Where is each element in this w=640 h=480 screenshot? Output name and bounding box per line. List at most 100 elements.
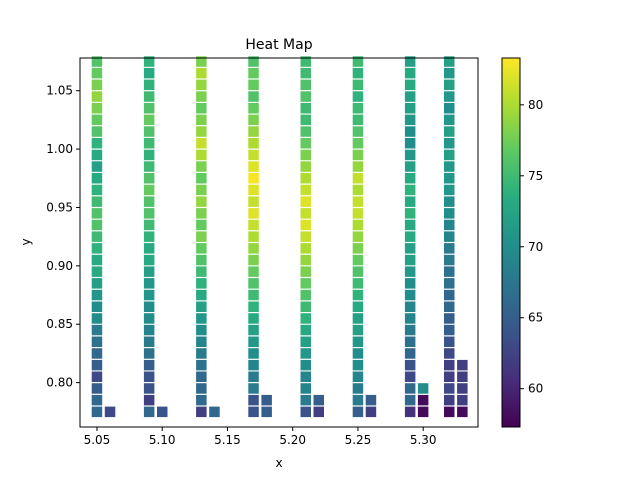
heatmap-cell-main-5-21 [352, 161, 364, 172]
heatmap-cell-side-7-2 [457, 383, 468, 394]
heatmap-cell-main-0-28 [91, 79, 103, 91]
heatmap-cell-main-6-3 [404, 371, 416, 382]
heatmap-cell-main-1-27 [143, 91, 155, 102]
heatmap-cell-main-0-27 [91, 91, 103, 102]
heatmap-cell-main-3-6 [248, 336, 259, 347]
heatmap-cell-main-1-10 [143, 289, 155, 301]
heatmap-cell-main-0-13 [91, 254, 103, 266]
heatmap-cell-main-4-0 [300, 406, 311, 418]
heatmap-cell-main-6-0 [404, 406, 416, 418]
x-tick-label-3: 5.20 [279, 433, 306, 447]
heatmap-cell-main-3-28 [248, 79, 259, 91]
x-tick-label-1: 5.10 [149, 433, 176, 447]
heatmap-cell-main-2-10 [196, 289, 207, 301]
heatmap-cell-side-5-0 [365, 406, 377, 418]
heatmap-cell-main-3-5 [248, 348, 259, 359]
heatmap-cell-main-6-27 [404, 91, 416, 102]
heatmap-cell-main-0-15 [91, 231, 103, 242]
heatmap-cell-main-4-15 [300, 231, 311, 242]
heatmap-cell-main-7-18 [444, 196, 455, 207]
heatmap-cell-main-1-24 [143, 126, 155, 137]
heatmap-cell-main-3-23 [248, 138, 259, 149]
heatmap-cell-main-5-9 [352, 301, 364, 312]
heatmap-cell-main-4-14 [300, 243, 311, 254]
heatmap-cell-main-0-29 [91, 67, 103, 79]
heatmap-cell-main-7-12 [444, 266, 455, 277]
heatmap-cell-main-7-7 [444, 324, 455, 336]
heatmap-cell-main-5-26 [352, 103, 364, 114]
heatmap-cell-main-6-10 [404, 289, 416, 301]
heatmap-cell-main-4-21 [300, 161, 311, 172]
heatmap-cell-main-2-3 [196, 371, 207, 382]
heatmap-cell-main-3-7 [248, 324, 259, 336]
heatmap-cell-main-3-13 [248, 254, 259, 266]
heatmap-cell-main-0-19 [91, 184, 103, 196]
x-tick-label-0: 5.05 [84, 433, 111, 447]
heatmap-cell-main-4-23 [300, 138, 311, 149]
heatmap-cell-main-3-18 [248, 196, 259, 207]
heatmap-cell-side-7-0 [457, 406, 468, 418]
heatmap-cell-side-7-1 [457, 394, 468, 406]
heatmap-cell-main-6-19 [404, 184, 416, 196]
heatmap-cell-main-6-5 [404, 348, 416, 359]
heatmap-cell-main-5-2 [352, 383, 364, 394]
heatmap-cell-main-2-5 [196, 348, 207, 359]
heatmap-cell-main-3-17 [248, 208, 259, 219]
heatmap-cell-main-1-26 [143, 103, 155, 114]
heatmap-cell-main-5-20 [352, 173, 364, 184]
heatmap-cell-main-5-3 [352, 371, 364, 382]
heatmap-cell-main-1-1 [143, 394, 155, 406]
colorbar-tick-label-2: 70 [528, 240, 543, 254]
heatmap-cell-main-7-29 [444, 67, 455, 79]
heatmap-cell-main-2-21 [196, 161, 207, 172]
heatmap-cell-main-2-19 [196, 184, 207, 196]
heatmap-cell-main-4-18 [300, 196, 311, 207]
x-tick-label-4: 5.25 [345, 433, 372, 447]
heatmap-cell-main-4-8 [300, 313, 311, 324]
heatmap-cell-main-1-16 [143, 219, 155, 231]
heatmap-cell-main-7-1 [444, 394, 455, 406]
heatmap-cell-main-7-20 [444, 173, 455, 184]
heatmap-cell-main-4-30 [300, 56, 311, 67]
heatmap-cell-main-0-30 [91, 56, 103, 67]
heatmap-cell-main-6-8 [404, 313, 416, 324]
heatmap-cell-main-4-24 [300, 126, 311, 137]
heatmap-cell-main-4-16 [300, 219, 311, 231]
heatmap-cell-main-7-23 [444, 138, 455, 149]
colorbar-tick-label-0: 60 [528, 382, 543, 396]
plot-frame [79, 57, 479, 428]
heatmap-cell-main-1-28 [143, 79, 155, 91]
heatmap-cell-main-5-29 [352, 67, 364, 79]
y-axis: 0.80 0.85 0.90 0.95 1.00 1.05 [46, 84, 80, 390]
heatmap-cell-main-7-30 [444, 56, 455, 67]
heatmap-cell-main-2-15 [196, 231, 207, 242]
heatmap-cell-main-4-3 [300, 371, 311, 382]
heatmap-cell-main-6-16 [404, 219, 416, 231]
heatmap-cell-main-6-22 [404, 149, 416, 161]
heatmap-cell-side-2-0 [209, 406, 220, 418]
heatmap-cell-main-3-21 [248, 161, 259, 172]
heatmap-cell-main-3-8 [248, 313, 259, 324]
heatmap-cell-main-3-20 [248, 173, 259, 184]
heatmap-cell-main-6-1 [404, 394, 416, 406]
heatmap-cell-main-4-10 [300, 289, 311, 301]
heatmap-cell-main-3-0 [248, 406, 259, 418]
heatmap-cell-main-6-28 [404, 79, 416, 91]
y-tick-label-2: 0.90 [46, 259, 73, 273]
heatmap-cell-main-2-0 [196, 406, 207, 418]
heatmap-cell-main-5-14 [352, 243, 364, 254]
heatmap-cell-main-2-2 [196, 383, 207, 394]
heatmap-cell-main-1-21 [143, 161, 155, 172]
heatmap-cell-main-6-14 [404, 243, 416, 254]
heatmap-cell-main-2-1 [196, 394, 207, 406]
heatmap-cell-main-6-18 [404, 196, 416, 207]
heatmap-cell-main-2-6 [196, 336, 207, 347]
heatmap-cell-main-5-6 [352, 336, 364, 347]
heatmap-cell-main-4-28 [300, 79, 311, 91]
heatmap-cell-main-1-20 [143, 173, 155, 184]
heatmap-cell-main-2-22 [196, 149, 207, 161]
heatmap-cell-main-6-23 [404, 138, 416, 149]
heatmap-cell-main-2-16 [196, 219, 207, 231]
heatmap-cell-main-1-30 [143, 56, 155, 67]
heatmap-cell-main-5-8 [352, 313, 364, 324]
